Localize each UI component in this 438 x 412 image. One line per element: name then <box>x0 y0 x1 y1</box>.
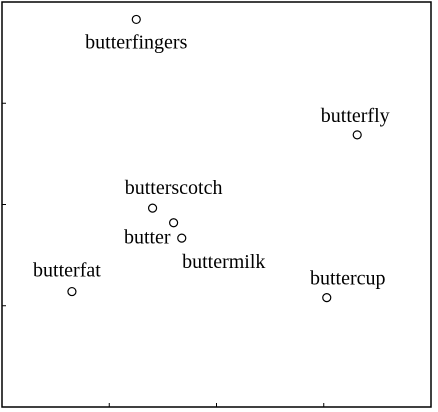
data-point-butterscotch <box>147 203 158 213</box>
data-points: butterfingers butterfly butterscotch butter… <box>33 14 390 303</box>
data-point-butter <box>169 218 179 228</box>
data-point-butterfly <box>352 130 362 140</box>
point-label-butter: butter <box>124 227 171 249</box>
point-label-buttercup: buttercup <box>310 268 386 290</box>
data-point-buttercup <box>322 293 332 303</box>
point-label-buttermilk: buttermilk <box>182 251 265 273</box>
data-point-butterfat <box>67 286 77 297</box>
axis-ticks <box>2 102 325 407</box>
point-label-butterfingers: butterfingers <box>85 31 187 53</box>
plot-frame <box>1 1 432 408</box>
data-point-buttermilk <box>177 233 187 243</box>
data-point-butterfingers <box>131 14 141 25</box>
point-label-butterfat: butterfat <box>33 260 101 282</box>
point-label-butterscotch: butterscotch <box>125 177 223 199</box>
point-label-butterfly: butterfly <box>321 105 390 127</box>
